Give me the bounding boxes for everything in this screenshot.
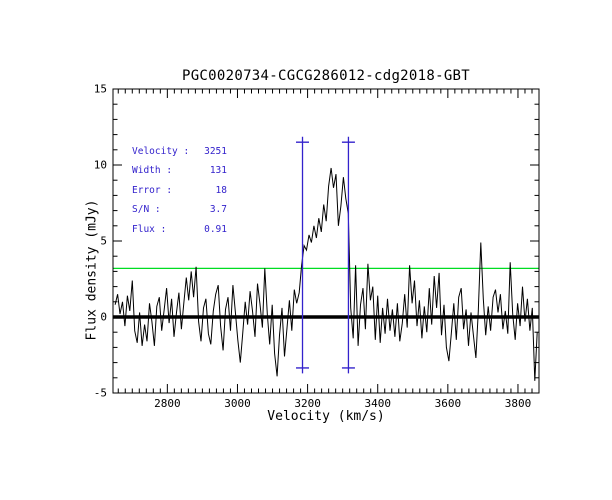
legend-row-width: Width : 131: [132, 166, 227, 176]
legend-label: Flux :: [132, 223, 167, 235]
x-tick-label: 3200: [294, 397, 321, 410]
legend-row-error: Error : 18: [132, 184, 227, 196]
legend-label: S/N :: [132, 204, 161, 216]
legend-row-sn: S/N : 3.7: [132, 205, 227, 215]
legend-label: Error :: [132, 184, 173, 196]
spectrum-trace: [114, 167, 538, 381]
x-axis-label: Velocity (km/s): [267, 409, 385, 424]
legend-value: 18: [215, 184, 227, 196]
legend-value: 131: [209, 165, 227, 177]
y-tick-label: 5: [100, 235, 107, 248]
x-tick-label: 2800: [154, 397, 181, 410]
measurements-legend: Velocity : 3251 Width : 131 Error : 18 S…: [132, 147, 227, 244]
x-tick-label: 3800: [505, 397, 532, 410]
legend-row-velocity: Velocity : 3251: [132, 147, 227, 157]
x-tick-label: 3000: [224, 397, 251, 410]
y-axis-label: Flux density (mJy): [84, 199, 100, 341]
y-tick-label: 15: [94, 83, 107, 96]
legend-label: Velocity :: [132, 146, 190, 157]
signal-marker-high: [341, 136, 355, 374]
legend-label: Width :: [132, 165, 173, 177]
signal-marker-low: [296, 136, 310, 374]
legend-row-flux: Flux : 0.91: [132, 223, 227, 235]
y-tick-label: 10: [94, 159, 107, 172]
legend-value: 3.7: [209, 204, 227, 216]
y-tick-label: 0: [100, 311, 107, 324]
x-tick-label: 3600: [435, 397, 462, 410]
legend-value: 3251: [204, 146, 227, 157]
x-tick-label: 3400: [364, 397, 391, 410]
legend-value: 0.91: [204, 223, 227, 235]
y-tick-label: -5: [94, 387, 107, 400]
plot-title: PGC0020734-CGCG286012-cdg2018-GBT: [181, 68, 471, 84]
